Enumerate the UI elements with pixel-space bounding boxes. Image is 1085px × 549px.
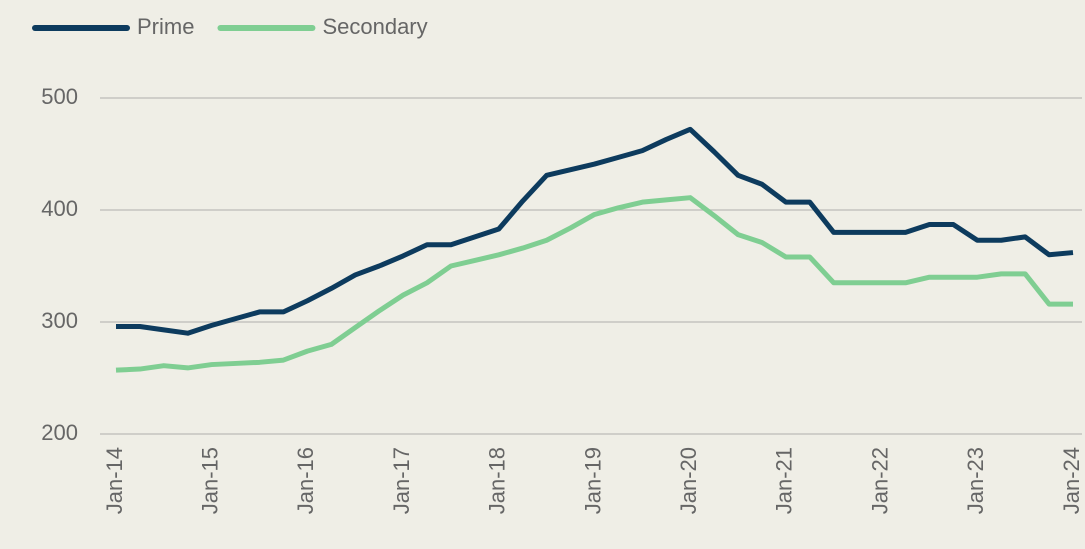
line-series [116, 126, 1074, 336]
x-tick-label: Jan-21 [772, 447, 797, 514]
line-series [115, 195, 1073, 373]
x-tick-label: Jan-23 [963, 447, 988, 514]
y-tick-label: 400 [41, 196, 78, 221]
x-tick-label: Jan-19 [580, 447, 605, 514]
legend-label: Prime [137, 14, 194, 39]
x-tick-label: Jan-17 [389, 447, 414, 514]
x-tick-label: Jan-20 [676, 447, 701, 514]
x-tick-label: Jan-16 [293, 447, 318, 514]
x-tick-label: Jan-15 [198, 447, 223, 514]
y-tick-label: 200 [41, 420, 78, 445]
x-tick-label: Jan-14 [102, 447, 127, 514]
x-tick-label: Jan-18 [485, 447, 510, 514]
x-tick-label: Jan-22 [867, 447, 892, 514]
x-tick-label: Jan-24 [1059, 447, 1084, 514]
y-tick-label: 300 [41, 308, 78, 333]
y-tick-label: 500 [41, 84, 78, 109]
legend-label: Secondary [322, 14, 427, 39]
